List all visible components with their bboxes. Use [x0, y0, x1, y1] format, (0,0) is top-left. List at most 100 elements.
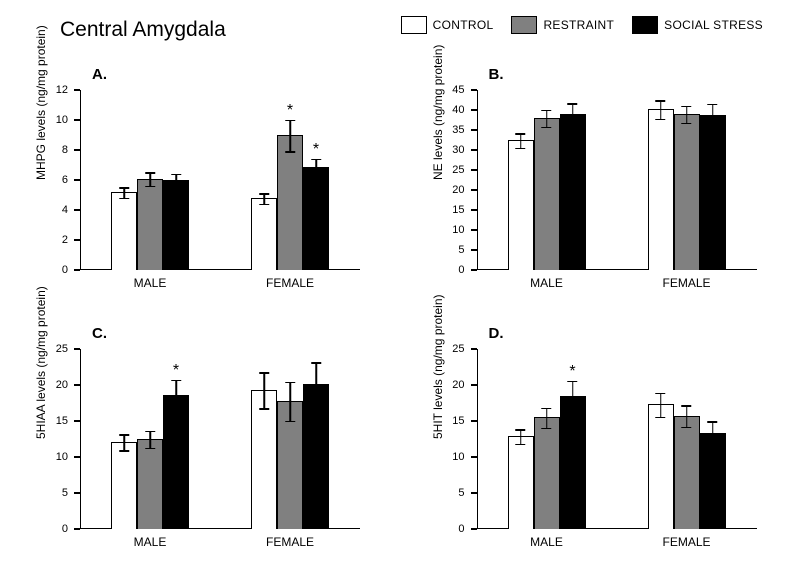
significance-marker: * — [173, 362, 179, 380]
legend-swatch-control — [401, 16, 427, 34]
panel-d: D. 5HIT levels (ng/mg protein) 051015202… — [397, 319, 793, 578]
x-label: MALE — [477, 535, 617, 549]
y-tick-label: 5 — [458, 487, 464, 499]
x-label: MALE — [80, 535, 220, 549]
panel-a: A. MHPG levels (ng/mg protein) 024681012… — [0, 60, 397, 319]
bar-groups — [477, 90, 757, 270]
bar — [674, 416, 700, 529]
bar-group: * — [477, 349, 617, 529]
y-tick-label: 15 — [452, 204, 464, 216]
panel-c-ylabel: 5HIAA levels (ng/mg protein) — [34, 286, 48, 439]
bar: * — [303, 167, 329, 271]
y-tick-label: 0 — [458, 523, 464, 535]
y-tick-label: 10 — [56, 451, 68, 463]
error-bar — [149, 172, 151, 187]
error-bar — [263, 372, 265, 409]
error-bar — [712, 104, 714, 128]
y-ticks: 051015202530354045 — [469, 90, 477, 270]
y-tick-label: 20 — [452, 379, 464, 391]
y-tick-label: 10 — [452, 224, 464, 236]
y-tick-label: 25 — [56, 343, 68, 355]
panel-b: B. NE levels (ng/mg protein) 05101520253… — [397, 60, 793, 319]
bar-group — [477, 90, 617, 270]
error-bar — [572, 381, 574, 413]
bar — [648, 109, 674, 270]
x-label: FEMALE — [220, 535, 360, 549]
bar — [111, 442, 137, 529]
x-label: MALE — [477, 276, 617, 290]
y-tick-label: 8 — [62, 144, 68, 156]
legend-label-social: SOCIAL STRESS — [664, 18, 763, 32]
x-labels: MALEFEMALE — [80, 276, 360, 290]
y-tick-label: 15 — [56, 415, 68, 427]
y-tick-label: 10 — [452, 451, 464, 463]
panel-grid: A. MHPG levels (ng/mg protein) 024681012… — [0, 60, 793, 578]
legend-item-restraint: RESTRAINT — [511, 16, 614, 34]
bar — [251, 390, 277, 529]
error-bar — [175, 174, 177, 189]
bar — [700, 433, 726, 529]
error-bar — [660, 393, 662, 419]
y-tick-label: 12 — [56, 84, 68, 96]
error-bar — [660, 100, 662, 120]
panel-a-plot: 024681012**MALEFEMALE — [80, 90, 360, 270]
panel-d-ylabel: 5HIT levels (ng/mg protein) — [431, 294, 445, 439]
bar-group — [220, 349, 360, 529]
x-label: MALE — [80, 276, 220, 290]
x-labels: MALEFEMALE — [80, 535, 360, 549]
bar — [560, 114, 586, 270]
error-bar — [520, 429, 522, 445]
error-bar — [712, 421, 714, 445]
y-ticks: 0510152025 — [72, 349, 80, 529]
y-tick-label: 20 — [56, 379, 68, 391]
x-label: FEMALE — [220, 276, 360, 290]
bar-groups: * — [477, 349, 757, 529]
bar-group — [80, 90, 220, 270]
y-tick-label: 2 — [62, 234, 68, 246]
y-tick-label: 35 — [452, 124, 464, 136]
bar — [534, 118, 560, 270]
bar — [674, 114, 700, 270]
error-bar — [686, 106, 688, 124]
y-ticks: 024681012 — [72, 90, 80, 270]
legend-label-control: CONTROL — [433, 18, 494, 32]
y-tick-label: 15 — [452, 415, 464, 427]
error-bar — [175, 380, 177, 413]
error-bar — [572, 103, 574, 127]
bar — [303, 384, 329, 529]
y-tick-label: 20 — [452, 184, 464, 196]
significance-marker: * — [287, 102, 293, 120]
bar: * — [163, 395, 189, 529]
bar — [648, 404, 674, 529]
panel-d-label: D. — [489, 325, 504, 342]
error-bar — [123, 434, 125, 451]
y-tick-label: 25 — [452, 343, 464, 355]
error-bar — [123, 187, 125, 199]
y-tick-label: 10 — [56, 114, 68, 126]
panel-c: C. 5HIAA levels (ng/mg protein) 05101520… — [0, 319, 397, 578]
bar: * — [277, 135, 303, 270]
y-tick-label: 5 — [458, 244, 464, 256]
bar-group: * — [80, 349, 220, 529]
legend: CONTROL RESTRAINT SOCIAL STRESS — [401, 16, 763, 34]
y-tick-label: 5 — [62, 487, 68, 499]
bar-group — [617, 349, 757, 529]
error-bar — [520, 133, 522, 149]
figure-title: Central Amygdala — [60, 18, 226, 42]
error-bar — [289, 120, 291, 153]
panel-b-ylabel: NE levels (ng/mg protein) — [431, 45, 445, 180]
legend-swatch-restraint — [511, 16, 537, 34]
panel-a-ylabel: MHPG levels (ng/mg protein) — [34, 25, 48, 180]
panel-b-label: B. — [489, 66, 504, 83]
y-tick-label: 25 — [452, 164, 464, 176]
x-labels: MALEFEMALE — [477, 535, 757, 549]
error-bar — [315, 362, 317, 407]
bar — [137, 179, 163, 271]
y-tick-label: 45 — [452, 84, 464, 96]
panel-c-plot: 0510152025*MALEFEMALE — [80, 349, 360, 529]
significance-marker: * — [569, 363, 575, 381]
legend-item-control: CONTROL — [401, 16, 494, 34]
error-bar — [546, 408, 548, 430]
bar-groups: * — [80, 349, 360, 529]
error-bar — [546, 110, 548, 128]
